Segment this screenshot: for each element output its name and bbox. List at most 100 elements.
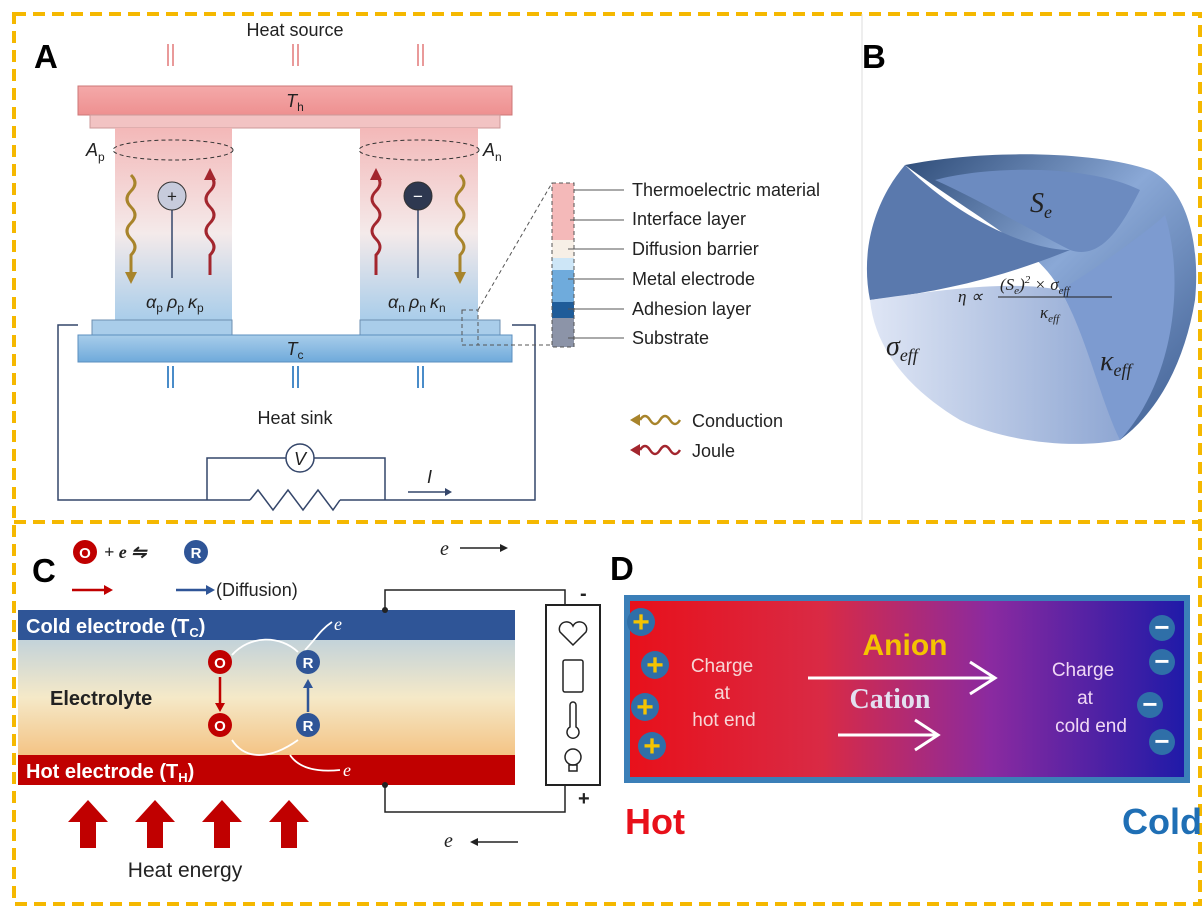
junction [382, 782, 388, 788]
n-pad [360, 320, 500, 335]
subscript: eff [900, 345, 921, 365]
part: (S [1000, 275, 1015, 294]
plus-sign: + [643, 730, 661, 763]
hot-label: Hot [625, 801, 685, 842]
layer-label: Substrate [632, 328, 709, 348]
subscript: c [298, 348, 304, 362]
plus-sign: + [632, 606, 650, 639]
electron-label: e [440, 538, 449, 560]
layer-stack-part [552, 183, 574, 240]
subscript: eff [1113, 360, 1134, 380]
part: × σ [1030, 275, 1059, 294]
electrolyte-label: Electrolyte [50, 688, 152, 710]
electron-flow-head [470, 838, 478, 846]
species-label: O [214, 655, 226, 672]
heat-arrows-part [68, 800, 108, 848]
panel-d: D + + + + − − − − Charge at hot end Char… [610, 550, 1202, 842]
figure: A Heat source Th Ap An + − αpρpκp αnρnκn… [0, 0, 1202, 906]
part: ) [188, 761, 195, 783]
heat-arrows [68, 800, 309, 848]
device-box [546, 605, 600, 785]
subscript: H [178, 770, 187, 785]
minus-sign: − [1154, 612, 1169, 642]
minus-sign: − [1154, 646, 1169, 676]
layer-stack-part [552, 270, 574, 302]
charge-line: Charge [691, 656, 753, 677]
reaction-middle: + e ⇋ [104, 542, 148, 562]
current-arrowhead [445, 488, 452, 496]
layer-label: Thermoelectric material [632, 180, 820, 200]
heat-ticks [168, 44, 423, 66]
electron-label: e [444, 830, 453, 852]
hot-electrode-label: Hot electrode (TH) [26, 761, 194, 785]
subscript: h [297, 100, 304, 114]
legend-label: Conduction [692, 411, 783, 431]
subscript: n [439, 301, 446, 315]
symbol: A [482, 140, 495, 160]
charge-line: hot end [692, 710, 755, 731]
anion-label: Anion [863, 629, 948, 662]
part: ) [199, 616, 206, 638]
species-label: R [303, 718, 314, 735]
charge-line: cold end [1055, 716, 1127, 737]
p-pad [92, 320, 232, 335]
charge-line: at [1077, 688, 1094, 709]
subscript: e [1044, 202, 1052, 222]
oxidized-label: O [79, 545, 91, 562]
plus-sign: + [646, 649, 664, 682]
blue-arrowhead [206, 585, 215, 595]
layer-label: Metal electrode [632, 269, 755, 289]
current-label: I [427, 467, 432, 487]
symbol: ρ [166, 292, 177, 312]
hot-plate-base [90, 115, 500, 128]
electron-label: e [334, 614, 342, 634]
panel-a: A Heat source Th Ap An + − αpρpκp αnρnκn… [34, 20, 820, 510]
layer-stack-part [552, 318, 574, 347]
heat-source: Heat source [246, 20, 343, 40]
cold-label: Cold [1122, 801, 1202, 842]
subscript: n [398, 301, 405, 315]
plus-terminal: + [578, 788, 590, 810]
heat-arrows-part [202, 800, 242, 848]
plus-sign: + [636, 691, 654, 724]
symbol: σ [886, 331, 901, 362]
charge-line: at [714, 683, 731, 704]
species-label: O [214, 718, 226, 735]
voltmeter-label: V [294, 449, 308, 469]
heat-sink: Heat sink [257, 408, 333, 428]
minus-sign: − [1142, 689, 1157, 719]
symbol: A [85, 140, 98, 160]
sink-ticks [168, 366, 423, 388]
legend-joule-head [630, 444, 640, 456]
subscript: p [197, 301, 204, 315]
panel-label: D [610, 550, 634, 587]
subscript: p [177, 301, 184, 315]
layer-stack-part [552, 258, 574, 270]
panel-label: B [862, 38, 886, 75]
legend-label: Joule [692, 441, 735, 461]
symbol: ρ [408, 292, 419, 312]
legend-conduction-wave [640, 416, 680, 424]
heat-arrows-part [269, 800, 309, 848]
part: Hot electrode (T [26, 761, 178, 783]
junction [382, 607, 388, 613]
legend-conduction-head [630, 414, 640, 426]
subscript: p [98, 150, 105, 164]
panel-label: C [32, 552, 56, 589]
hole-sign: + [167, 187, 177, 206]
subscript: eff [1059, 285, 1072, 297]
species-label: R [303, 655, 314, 672]
electron-label: e [343, 760, 351, 780]
cation-label: Cation [850, 684, 931, 715]
diffusion-label: (Diffusion) [216, 580, 298, 600]
formula-lhs: η ∝ [958, 287, 984, 306]
subscript: p [156, 301, 163, 315]
charge-line: Charge [1052, 660, 1114, 681]
heat-arrows-part [135, 800, 175, 848]
panel-label: A [34, 38, 58, 75]
layer-stack-part [552, 302, 574, 318]
electron-flow-head [500, 544, 508, 552]
legend-joule-wave [640, 446, 680, 454]
layer-label: Adhesion layer [632, 299, 751, 319]
